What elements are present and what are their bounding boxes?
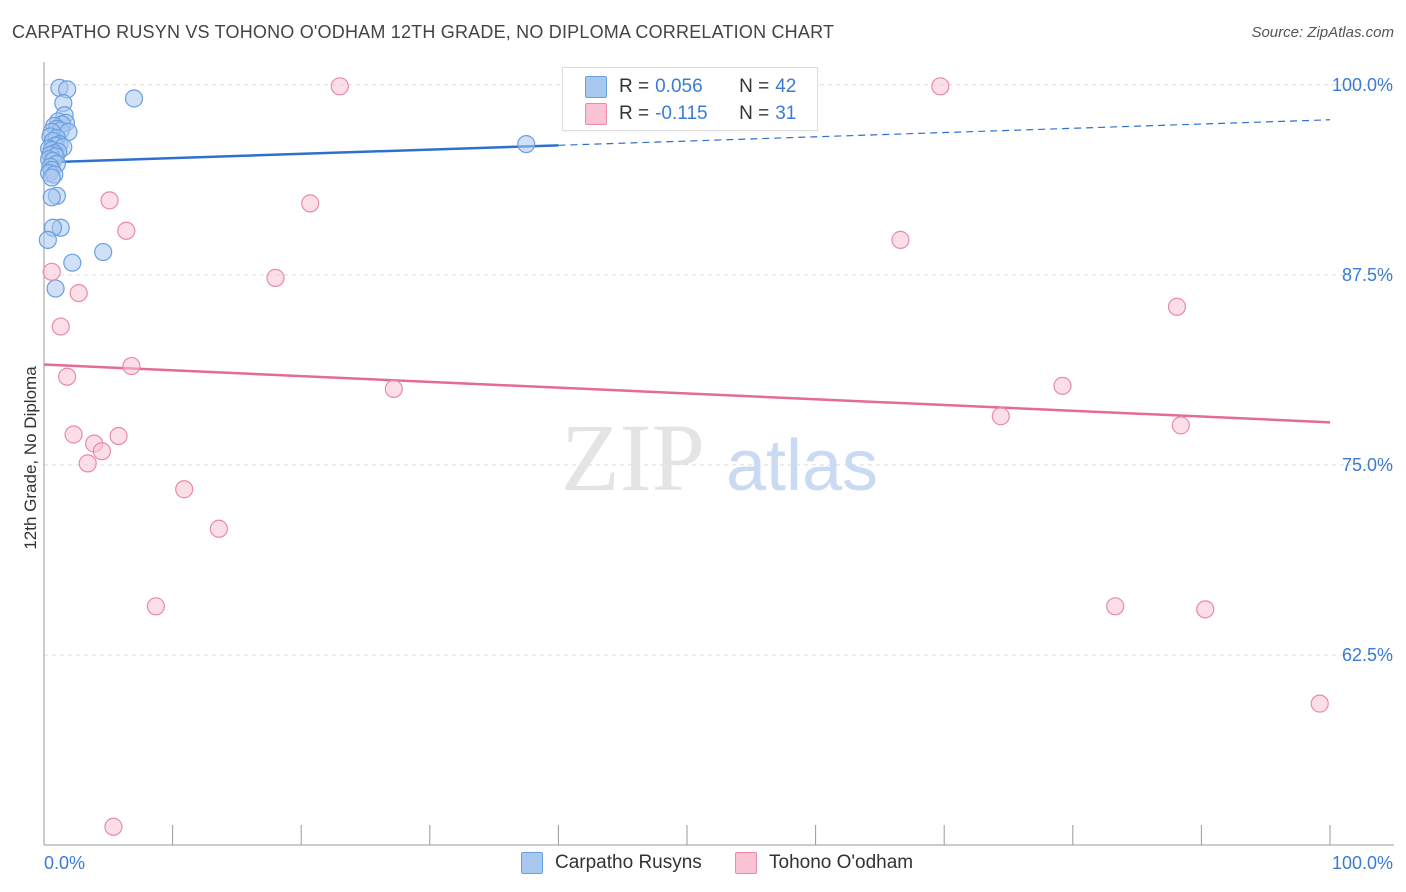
correlation-legend: R = 0.056 N = 42 R = -0.115 N = 31 <box>562 67 818 131</box>
point-tohono <box>58 367 77 386</box>
series-swatch-blue <box>521 852 543 874</box>
x-tick-label: 0.0% <box>44 853 85 873</box>
source-label: Source: ZipAtlas.com <box>1251 24 1394 41</box>
legend-r-value: -0.115 <box>655 103 708 124</box>
y-tick-label: 62.5% <box>1342 645 1393 665</box>
legend-r-value: 0.056 <box>655 76 703 97</box>
point-tohono <box>891 230 910 249</box>
legend-n-value: 31 <box>775 103 797 124</box>
point-carpatho <box>63 253 82 272</box>
series-label: Tohono O'odham <box>769 852 914 873</box>
point-tohono <box>69 283 88 303</box>
y-tick-label: 87.5% <box>1342 265 1393 285</box>
y-tick-label: 75.0% <box>1342 455 1393 475</box>
point-carpatho <box>42 168 61 187</box>
point-tohono <box>991 407 1010 426</box>
trend-lines <box>43 119 1331 424</box>
point-tohono <box>51 317 70 336</box>
legend-n-label: N = <box>739 76 770 97</box>
point-carpatho <box>94 242 113 262</box>
point-tohono <box>42 262 61 281</box>
point-tohono <box>1053 376 1072 395</box>
point-tohono <box>64 425 83 444</box>
y-axis-label: 12th Grade, No Diploma <box>21 366 40 550</box>
axes <box>43 62 1394 846</box>
legend-row-tohono: R = -0.115 N = 31 <box>585 102 796 126</box>
gridlines <box>44 84 1394 656</box>
point-tohono <box>1106 597 1125 616</box>
point-tohono <box>1171 416 1190 435</box>
point-carpatho <box>517 135 536 154</box>
point-tohono <box>1310 694 1329 713</box>
watermark-zip: ZIP <box>561 404 705 511</box>
series-label: Carpatho Rusyns <box>555 852 702 873</box>
point-tohono <box>301 194 320 213</box>
watermark-atlas: atlas <box>726 426 878 506</box>
point-tohono <box>209 519 228 538</box>
point-carpatho <box>46 279 65 298</box>
point-tohono <box>1167 297 1187 316</box>
series-legend-carpatho: Carpatho Rusyns <box>521 852 702 874</box>
tick-labels: 62.5% 75.0% 87.5% 100.0% 0.0% 100.0% <box>44 75 1393 873</box>
point-carpatho <box>38 230 57 249</box>
point-tohono <box>146 597 165 616</box>
point-tohono <box>100 191 119 210</box>
point-tohono <box>931 77 950 96</box>
point-carpatho <box>42 188 61 207</box>
x-tick-label: 100.0% <box>1332 853 1393 873</box>
point-tohono <box>109 426 128 446</box>
series-legend-tohono: Tohono O'odham <box>735 852 913 874</box>
watermark: ZIP atlas <box>561 404 878 511</box>
point-tohono <box>266 268 285 287</box>
legend-swatch-pink <box>585 103 607 125</box>
point-tohono <box>384 379 403 398</box>
legend-row-carpatho: R = 0.056 N = 42 <box>585 75 796 99</box>
y-tick-label: 100.0% <box>1332 75 1393 95</box>
point-tohono <box>330 77 349 96</box>
point-tohono <box>104 817 123 836</box>
series-swatch-pink <box>735 852 757 874</box>
trend-line-dashed <box>558 119 1331 146</box>
trend-line <box>43 363 1331 424</box>
chart-title: CARPATHO RUSYN VS TOHONO O'ODHAM 12TH GR… <box>12 22 835 42</box>
point-carpatho <box>124 89 144 108</box>
point-tohono <box>92 442 111 461</box>
legend-swatch-blue <box>585 76 607 98</box>
legend-r-label: R = <box>619 103 650 124</box>
point-tohono <box>175 480 194 499</box>
series-legend: Carpatho Rusyns Tohono O'odham <box>0 852 1406 878</box>
trend-line-solid <box>43 144 559 164</box>
data-points <box>38 77 1329 836</box>
legend-n-value: 42 <box>775 76 797 97</box>
legend-r-label: R = <box>619 76 650 97</box>
point-tohono <box>1196 600 1215 619</box>
point-tohono <box>78 454 97 473</box>
point-tohono <box>122 356 141 376</box>
point-tohono <box>117 221 136 240</box>
legend-n-label: N = <box>739 103 770 124</box>
